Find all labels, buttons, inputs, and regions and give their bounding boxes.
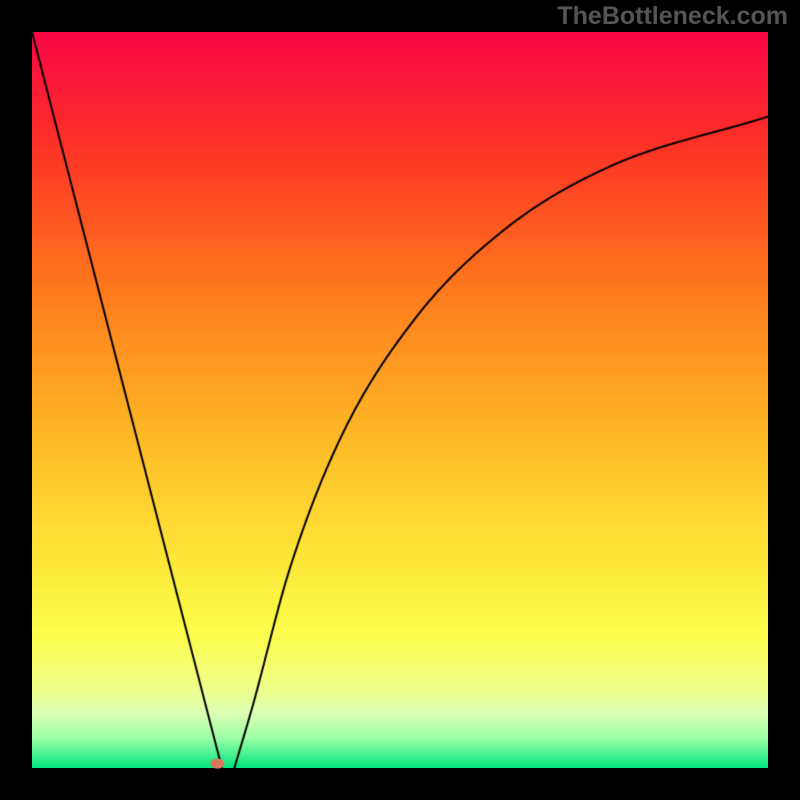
selected-point-marker xyxy=(32,32,768,768)
plot-area xyxy=(32,32,768,768)
watermark-text: TheBottleneck.com xyxy=(557,2,788,31)
figure-root: TheBottleneck.com xyxy=(0,0,800,800)
